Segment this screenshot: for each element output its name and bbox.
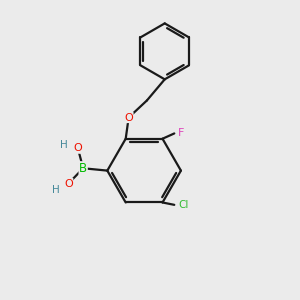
Text: H: H	[60, 140, 68, 150]
Text: O: O	[124, 112, 133, 122]
Text: H: H	[52, 185, 60, 195]
Text: F: F	[178, 128, 184, 138]
Text: Cl: Cl	[178, 200, 188, 210]
Text: O: O	[64, 178, 73, 189]
Text: O: O	[74, 143, 82, 153]
Text: B: B	[79, 162, 87, 175]
